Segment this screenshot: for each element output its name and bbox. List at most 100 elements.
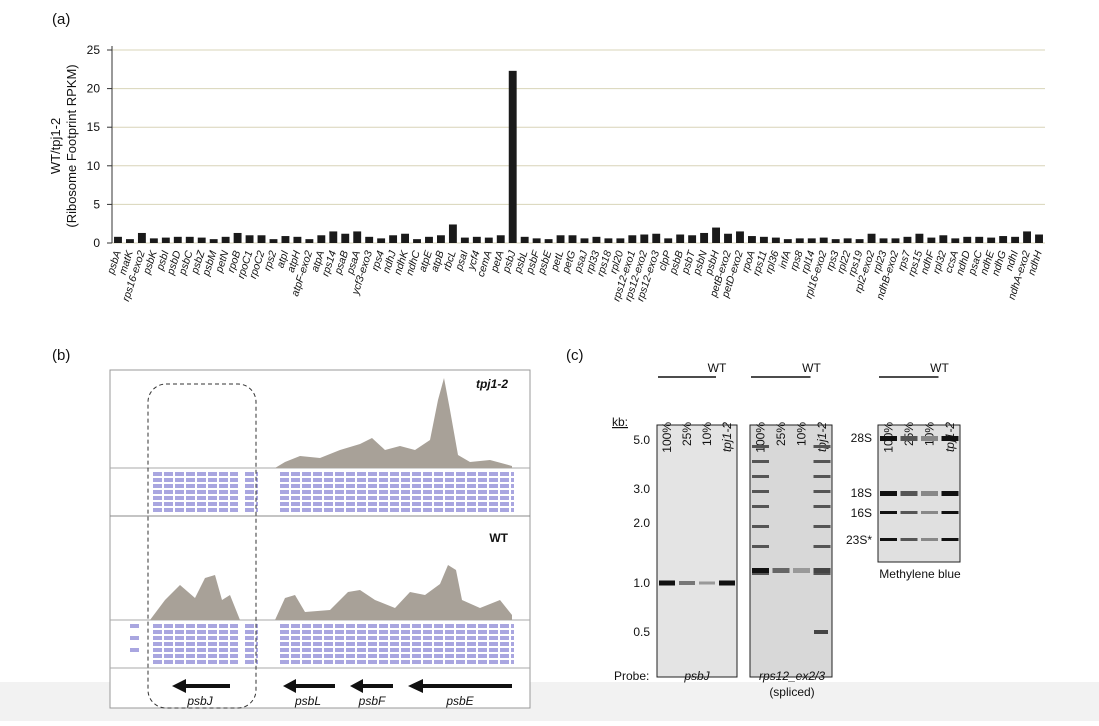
read bbox=[335, 648, 344, 652]
read bbox=[346, 642, 355, 646]
read bbox=[208, 660, 217, 664]
read bbox=[186, 648, 195, 652]
read bbox=[302, 648, 311, 652]
read bbox=[346, 636, 355, 640]
read bbox=[219, 502, 228, 506]
read bbox=[423, 484, 432, 488]
read bbox=[280, 478, 289, 482]
read bbox=[456, 508, 465, 512]
bar bbox=[892, 238, 900, 243]
read bbox=[245, 478, 254, 482]
band bbox=[814, 445, 831, 448]
band bbox=[814, 525, 831, 528]
read bbox=[445, 630, 454, 634]
read bbox=[379, 660, 388, 664]
bar bbox=[604, 238, 612, 243]
read bbox=[511, 624, 514, 628]
band bbox=[659, 581, 675, 586]
read bbox=[280, 636, 289, 640]
read bbox=[208, 642, 217, 646]
read bbox=[291, 508, 300, 512]
read bbox=[313, 630, 322, 634]
read bbox=[412, 502, 421, 506]
read bbox=[467, 624, 476, 628]
read bbox=[357, 654, 366, 658]
read bbox=[175, 642, 184, 646]
y-tick-label: 20 bbox=[87, 82, 101, 96]
bar bbox=[461, 238, 469, 243]
read bbox=[208, 496, 217, 500]
bar bbox=[712, 228, 720, 243]
read bbox=[478, 660, 487, 664]
lane-label: 10% bbox=[922, 422, 936, 446]
read bbox=[280, 472, 289, 476]
read bbox=[153, 496, 162, 500]
bar bbox=[317, 235, 325, 243]
bar bbox=[784, 239, 792, 243]
read bbox=[324, 636, 333, 640]
read bbox=[500, 496, 509, 500]
band bbox=[752, 525, 769, 528]
read bbox=[456, 624, 465, 628]
read bbox=[456, 472, 465, 476]
read bbox=[423, 630, 432, 634]
bar bbox=[796, 238, 804, 243]
read bbox=[478, 502, 487, 506]
read bbox=[445, 472, 454, 476]
read bbox=[230, 478, 238, 482]
bar bbox=[281, 236, 289, 243]
read bbox=[401, 660, 410, 664]
read bbox=[379, 648, 388, 652]
read bbox=[368, 624, 377, 628]
read bbox=[368, 630, 377, 634]
read bbox=[379, 478, 388, 482]
band bbox=[921, 511, 938, 514]
read bbox=[434, 624, 443, 628]
read bbox=[456, 478, 465, 482]
read bbox=[324, 654, 333, 658]
read bbox=[511, 660, 514, 664]
read bbox=[335, 654, 344, 658]
bar bbox=[114, 237, 122, 243]
read bbox=[335, 484, 344, 488]
read bbox=[423, 502, 432, 506]
read bbox=[412, 490, 421, 494]
read bbox=[230, 642, 238, 646]
read bbox=[357, 502, 366, 506]
band bbox=[752, 505, 769, 508]
y-tick-label: 25 bbox=[87, 43, 101, 57]
read bbox=[423, 490, 432, 494]
bar bbox=[545, 239, 553, 243]
read bbox=[368, 660, 377, 664]
read bbox=[346, 496, 355, 500]
lane-label: 25% bbox=[774, 422, 788, 446]
band bbox=[773, 568, 790, 573]
read bbox=[175, 496, 184, 500]
read bbox=[175, 624, 184, 628]
read bbox=[164, 636, 173, 640]
read bbox=[324, 490, 333, 494]
read bbox=[291, 472, 300, 476]
read bbox=[324, 484, 333, 488]
read bbox=[219, 484, 228, 488]
read bbox=[324, 624, 333, 628]
read bbox=[230, 624, 238, 628]
read bbox=[186, 508, 195, 512]
read bbox=[445, 490, 454, 494]
read bbox=[291, 660, 300, 664]
read bbox=[368, 472, 377, 476]
read bbox=[164, 654, 173, 658]
read bbox=[291, 642, 300, 646]
read bbox=[153, 624, 162, 628]
read bbox=[186, 478, 195, 482]
read bbox=[280, 496, 289, 500]
size-unit: kb: bbox=[612, 415, 628, 429]
read bbox=[153, 654, 162, 658]
read bbox=[324, 648, 333, 652]
read bbox=[197, 496, 206, 500]
size-label: 3.0 bbox=[633, 482, 650, 496]
read bbox=[357, 642, 366, 646]
read bbox=[164, 490, 173, 494]
bar bbox=[569, 235, 577, 243]
read bbox=[186, 636, 195, 640]
